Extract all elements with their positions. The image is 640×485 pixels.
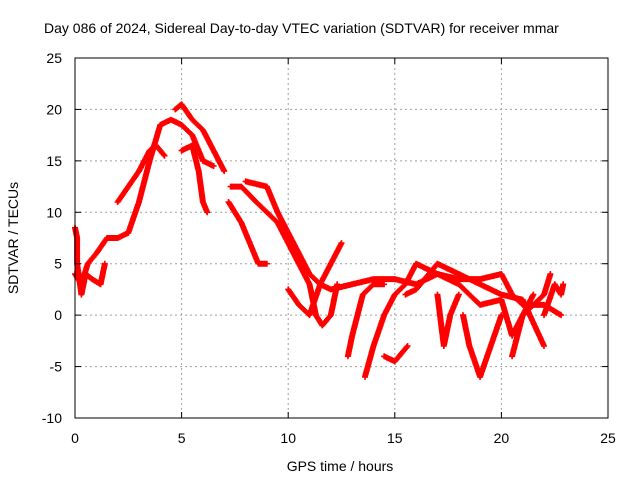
data-point-markers (285, 240, 345, 319)
x-tick-label: 0 (71, 430, 79, 446)
data-point-markers (227, 183, 341, 329)
data-point-markers (460, 312, 505, 380)
series-track-15 (460, 312, 505, 380)
series-track-3 (172, 101, 228, 175)
plot-border (74, 57, 609, 419)
data-point-markers (541, 281, 567, 319)
y-axis-label: SDTVAR / TECUs (5, 182, 21, 294)
y-tick-label: 20 (46, 101, 62, 117)
y-tick-label: 5 (54, 256, 62, 272)
y-tick-label: 25 (46, 50, 62, 66)
data-point-markers (178, 142, 211, 216)
series-track-2 (114, 142, 168, 205)
x-axis-label: GPS time / hours (287, 458, 394, 474)
x-tick-label: 10 (280, 430, 296, 446)
chart-title: Day 086 of 2024, Sidereal Day-to-day VTE… (44, 20, 559, 36)
y-tick-label: 15 (46, 153, 62, 169)
x-tick-label: 20 (494, 430, 510, 446)
series-track-12 (381, 343, 411, 365)
grid (75, 58, 608, 418)
x-tick-label: 5 (178, 430, 186, 446)
y-tick-label: -10 (42, 410, 62, 426)
series-track-14 (434, 291, 462, 349)
series-track-7 (225, 199, 270, 267)
data-point-markers (114, 142, 168, 205)
series-track-16 (541, 281, 567, 319)
series-track-11 (362, 260, 554, 380)
x-tick-label: 15 (387, 430, 403, 446)
data-point-markers (362, 260, 554, 380)
series-track-10 (344, 281, 388, 360)
y-tick-label: -5 (50, 359, 63, 375)
series-track-4 (178, 142, 211, 216)
series-track-1 (72, 116, 217, 288)
data-point-markers (434, 291, 462, 349)
data-point-markers (225, 199, 270, 267)
data-point-markers (344, 281, 388, 360)
series-track-6 (227, 183, 341, 329)
data-point-markers (381, 343, 411, 365)
data-point-markers (172, 101, 228, 175)
series-track-17 (509, 291, 537, 360)
series-track-9 (285, 240, 345, 319)
y-tick-label: 10 (46, 204, 62, 220)
ticks: 0 5 10 15 20 25 -10 -5 0 5 10 15 20 25 (42, 50, 616, 446)
y-tick-label: 0 (54, 307, 62, 323)
data-marks (72, 101, 567, 380)
data-point-markers (509, 291, 537, 360)
data-point-markers (72, 116, 217, 288)
x-tick-label: 25 (600, 430, 616, 446)
